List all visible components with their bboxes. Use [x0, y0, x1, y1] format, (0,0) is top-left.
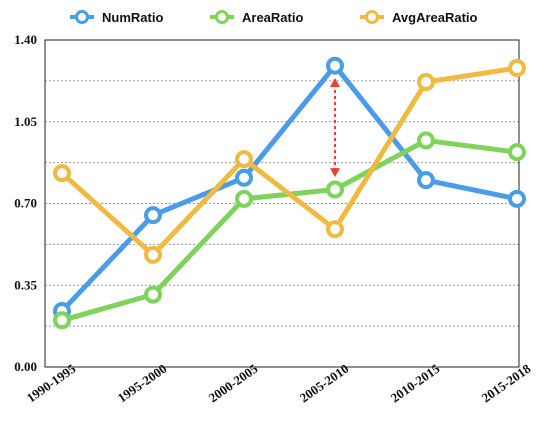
- data-point: [144, 206, 162, 225]
- y-tick-label: 0.35: [14, 277, 37, 292]
- y-tick-label: 0.70: [14, 196, 37, 211]
- legend-item: NumRatio: [70, 10, 163, 25]
- data-point: [235, 150, 253, 169]
- y-axis-ticks: 0.00 0.35 0.70 1.05 1.40: [14, 32, 37, 374]
- arrow-head-down: [330, 168, 340, 178]
- data-point: [508, 59, 526, 78]
- data-point: [235, 168, 253, 187]
- arrow-head-up: [330, 78, 340, 88]
- data-point: [508, 143, 526, 162]
- legend-label: AreaRatio: [242, 10, 303, 25]
- series-AvgAreaRatio: [53, 59, 526, 264]
- data-point: [326, 56, 344, 75]
- x-tick-label: 1995-2000: [115, 361, 170, 406]
- data-point: [53, 164, 71, 183]
- series-group: [53, 56, 526, 330]
- legend-item: AreaRatio: [210, 10, 303, 25]
- y-tick-label: 1.40: [14, 32, 37, 47]
- legend-label: AvgAreaRatio: [392, 10, 478, 25]
- legend-item: AvgAreaRatio: [360, 10, 478, 25]
- series-line: [61, 137, 518, 323]
- legend: NumRatio AreaRatio AvgAreaRatio: [70, 10, 478, 25]
- x-tick-label: 2005-2010: [297, 361, 352, 406]
- series-line: [60, 63, 518, 313]
- legend-marker: [215, 10, 229, 24]
- data-point: [326, 180, 344, 199]
- data-point: [417, 73, 435, 92]
- legend-marker: [365, 10, 379, 24]
- data-point: [326, 220, 344, 239]
- data-point: [417, 131, 435, 150]
- data-point: [417, 171, 435, 190]
- legend-label: NumRatio: [102, 10, 163, 25]
- data-point: [144, 245, 162, 264]
- y-tick-label: 0.00: [14, 359, 37, 374]
- difference-arrow: [330, 78, 340, 178]
- data-point: [508, 189, 526, 208]
- data-point: [144, 285, 162, 304]
- y-tick-label: 1.05: [14, 114, 37, 129]
- legend-marker: [75, 10, 89, 24]
- data-point: [53, 311, 71, 330]
- data-point: [235, 189, 253, 208]
- series-NumRatio: [53, 56, 526, 320]
- gridlines: [45, 80, 519, 327]
- series-line: [60, 65, 518, 258]
